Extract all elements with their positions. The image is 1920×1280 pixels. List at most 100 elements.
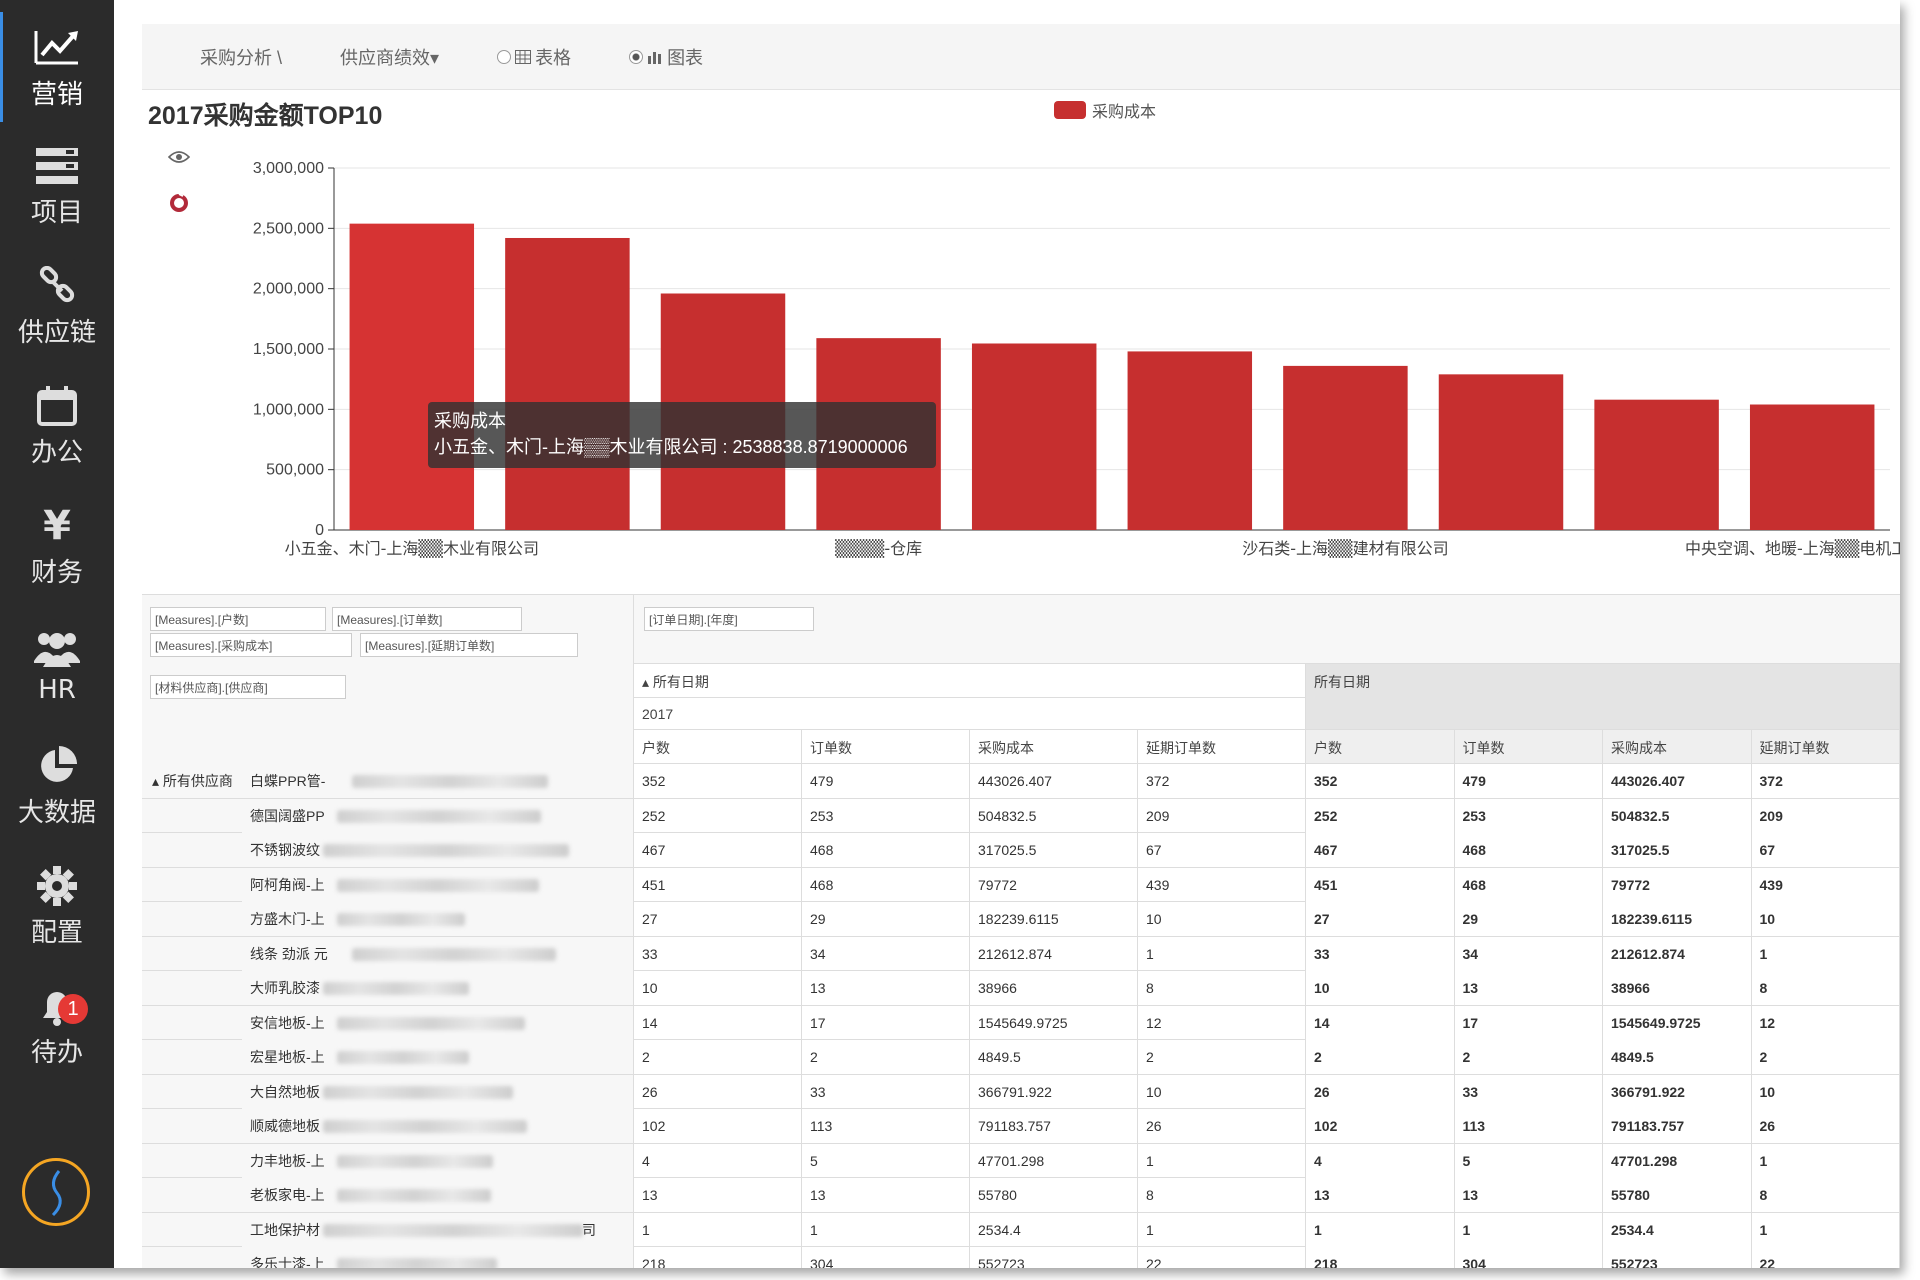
table-row[interactable]: 德国阔盛PP 252 252 253 253 504832.5 504832.5 209 209 bbox=[142, 798, 1900, 833]
value-cell: 12 bbox=[1138, 1005, 1306, 1040]
table-row[interactable]: 老板家电-上 13 13 13 13 55780 55780 8 8 bbox=[142, 1178, 1900, 1213]
table-row[interactable]: 线条 劲派 元 33 33 34 34 212612.874 212612.874 1 1 bbox=[142, 936, 1900, 971]
total-value-cell: 13 bbox=[1454, 971, 1603, 1005]
value-cell: 79772 bbox=[970, 867, 1138, 902]
row-group-label[interactable]: ▴ 所有供应商 bbox=[152, 773, 233, 789]
value-cell: 13 bbox=[634, 1178, 802, 1212]
measure-chip[interactable]: [Measures].[采购成本] bbox=[150, 633, 352, 657]
value-cell: 4849.5 bbox=[970, 1040, 1138, 1074]
bar[interactable] bbox=[1438, 374, 1564, 530]
total-value-cell: 218 bbox=[1306, 1247, 1455, 1268]
bar[interactable] bbox=[971, 343, 1097, 530]
all-dates-header[interactable]: ▴ 所有日期 bbox=[634, 664, 1306, 698]
y-tick-label: 500,000 bbox=[266, 462, 324, 479]
redacted-text bbox=[322, 982, 469, 995]
total-column-header[interactable]: 延期订单数 bbox=[1751, 730, 1900, 764]
sidebar-item-config[interactable]: 配置 bbox=[0, 850, 114, 960]
column-header[interactable]: 户数 bbox=[634, 730, 802, 764]
measure-chip[interactable]: [Measures].[订单数] bbox=[332, 607, 522, 631]
row-field-chip[interactable]: [材料供应商].[供应商] bbox=[150, 675, 346, 699]
x-tick-label: ▒▒▒▒-仓库 bbox=[835, 539, 922, 558]
supplier-name: 不锈钢波纹 bbox=[242, 833, 634, 867]
value-cell: 26 bbox=[1138, 1109, 1306, 1143]
total-value-cell: 317025.5 bbox=[1603, 833, 1752, 867]
column-field-chip[interactable]: [订单日期].[年度] bbox=[644, 607, 814, 631]
column-header[interactable]: 采购成本 bbox=[970, 730, 1138, 764]
sidebar-item-marketing[interactable]: 营销 bbox=[0, 12, 114, 122]
total-value-cell: 451 bbox=[1306, 867, 1455, 902]
redacted-text bbox=[337, 913, 465, 926]
sidebar-item-finance[interactable]: ¥ 财务 bbox=[0, 490, 114, 600]
value-cell: 8 bbox=[1138, 1178, 1306, 1212]
table-row[interactable]: 工地保护材司 1 1 1 1 2534.4 2534.4 1 1 bbox=[142, 1212, 1900, 1247]
eye-icon[interactable] bbox=[167, 150, 191, 169]
supplier-name: 德国阔盛PP bbox=[242, 798, 634, 833]
value-cell: 2 bbox=[634, 1040, 802, 1074]
value-cell: 10 bbox=[1138, 902, 1306, 936]
value-cell: 439 bbox=[1138, 867, 1306, 902]
redacted-text bbox=[322, 1120, 527, 1133]
chart-legend[interactable]: 采购成本 bbox=[1054, 98, 1156, 122]
bar[interactable] bbox=[505, 237, 630, 530]
redacted-text bbox=[337, 878, 539, 892]
total-value-cell: 468 bbox=[1454, 867, 1603, 902]
total-column-header[interactable]: 户数 bbox=[1306, 730, 1455, 764]
table-row[interactable]: 宏星地板-上 2 2 2 2 4849.5 4849.5 2 2 bbox=[142, 1040, 1900, 1075]
total-value-cell: 10 bbox=[1751, 1074, 1900, 1109]
sidebar-item-hr[interactable]: HR bbox=[0, 610, 114, 720]
bar[interactable] bbox=[1749, 404, 1875, 530]
chart-tooltip: 采购成本 小五金、木门-上海▒▒木业有限公司 : 2538838.8719000… bbox=[428, 402, 936, 468]
bar[interactable] bbox=[1594, 399, 1719, 530]
table-row[interactable]: 方盛木门-上 27 27 29 29 182239.6115 182239.6115 10 10 bbox=[142, 902, 1900, 937]
total-column-header[interactable]: 采购成本 bbox=[1603, 730, 1752, 764]
view-table-radio[interactable]: 表格 bbox=[497, 44, 571, 70]
total-value-cell: 1 bbox=[1454, 1212, 1603, 1247]
total-column-header[interactable]: 订单数 bbox=[1454, 730, 1603, 764]
redacted-text bbox=[337, 1154, 493, 1168]
bar[interactable] bbox=[1283, 365, 1408, 530]
measure-chip[interactable]: [Measures].[户数] bbox=[150, 607, 326, 631]
value-cell: 468 bbox=[802, 833, 970, 867]
value-cell: 504832.5 bbox=[970, 798, 1138, 833]
tooltip-text: 小五金、木门-上海▒▒木业有限公司 : 2538838.8719000006 bbox=[434, 437, 908, 457]
value-cell: 372 bbox=[1138, 764, 1306, 798]
trend-chart-icon bbox=[33, 24, 81, 72]
table-row[interactable]: 白蝶PPR管- 352 352 479 479 443026.407 443026.407 3… bbox=[142, 764, 1900, 799]
column-header[interactable]: 订单数 bbox=[802, 730, 970, 764]
table-row[interactable]: 顺威德地板 102 102 113 113 791183.757 791183.757 26 2… bbox=[142, 1109, 1900, 1144]
sidebar-item-label: 办公 bbox=[30, 437, 83, 468]
bar[interactable] bbox=[1127, 351, 1253, 530]
view-chart-radio[interactable]: 图表 bbox=[629, 44, 703, 70]
table-row[interactable]: 阿柯角阀-上 451 451 468 468 79772 79772 439 439 bbox=[142, 867, 1900, 902]
value-cell: 47701.298 bbox=[970, 1143, 1138, 1178]
table-row[interactable]: 不锈钢波纹 467 467 468 468 317025.5 317025.5 67 67 bbox=[142, 833, 1900, 868]
table-row[interactable]: 安信地板-上 14 14 17 17 1545649.9725 1545649.9725 12… bbox=[142, 1005, 1900, 1040]
total-value-cell: 209 bbox=[1751, 798, 1900, 833]
supplier-performance-dropdown[interactable]: 供应商绩效▾ bbox=[340, 44, 439, 70]
measure-chip[interactable]: [Measures].[延期订单数] bbox=[360, 633, 578, 657]
sidebar-item-big-data[interactable]: 大数据 bbox=[0, 730, 114, 840]
value-cell: 33 bbox=[802, 1074, 970, 1109]
sidebar-item-office[interactable]: 办公 bbox=[0, 370, 114, 480]
pivot-column-headers: ▴ 所有日期 2017 所有日期 户数 户数 订单数 订单数 采购成本 采购成本 延期订单数… bbox=[634, 664, 1900, 764]
app-logo-icon[interactable] bbox=[22, 1158, 90, 1226]
value-cell: 8 bbox=[1138, 971, 1306, 1005]
bar-chart-icon bbox=[648, 51, 662, 64]
toolbar: 采购分析 \ 供应商绩效▾ 表格 图表 bbox=[142, 24, 1900, 90]
column-header[interactable]: 延期订单数 bbox=[1138, 730, 1306, 764]
value-cell: 29 bbox=[802, 902, 970, 936]
pivot-column-fields-area: [订单日期].[年度] bbox=[634, 594, 1900, 664]
sidebar-item-supply-chain[interactable]: 供应链 bbox=[0, 250, 114, 360]
table-row[interactable]: 多乐士漆-上 218 218 304 304 552723 552723 22 22 bbox=[142, 1247, 1900, 1268]
sidebar-item-todo[interactable]: 待办 1 bbox=[0, 970, 114, 1080]
table-row[interactable]: 大师乳胶漆 10 10 13 13 38966 38966 8 8 bbox=[142, 971, 1900, 1006]
table-row[interactable]: 大自然地板 26 26 33 33 366791.922 366791.922 10 10 bbox=[142, 1074, 1900, 1109]
sidebar-item-project[interactable]: 项目 bbox=[0, 130, 114, 240]
table-row[interactable]: 力丰地板-上 4 4 5 5 47701.298 47701.298 1 1 bbox=[142, 1143, 1900, 1178]
breadcrumb[interactable]: 采购分析 \ bbox=[200, 44, 282, 70]
total-value-cell: 13 bbox=[1306, 1178, 1455, 1212]
total-value-cell: 4849.5 bbox=[1603, 1040, 1752, 1074]
refresh-icon[interactable] bbox=[168, 192, 190, 219]
bar[interactable] bbox=[349, 223, 475, 530]
y-tick-label: 0 bbox=[315, 522, 324, 539]
